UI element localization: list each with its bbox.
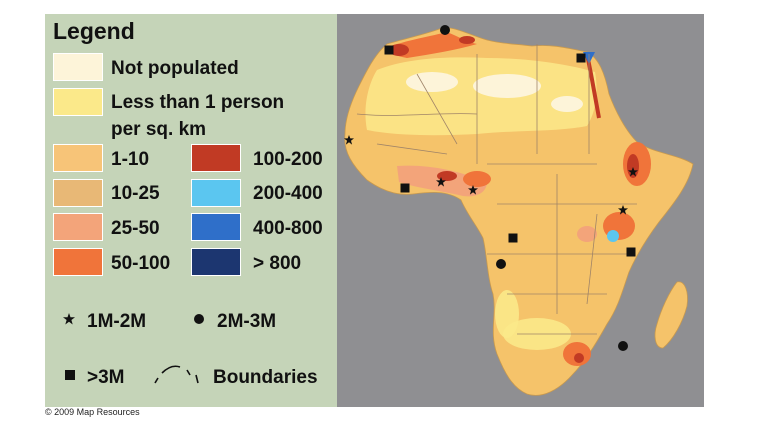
swatch-1-10 (53, 144, 103, 172)
boundary-line-icon (154, 365, 199, 384)
label-less-than-1: Less than 1 person (111, 92, 285, 113)
label-1-10: 1-10 (111, 149, 150, 170)
city-marker-circle-icon (440, 25, 450, 35)
swatch-10-25 (53, 179, 103, 207)
city-markers (344, 25, 638, 351)
africa-map (337, 14, 704, 407)
dense-area (459, 36, 475, 44)
madagascar (654, 281, 688, 349)
swatch-over-800 (191, 248, 241, 276)
label-100-200: 100-200 (253, 149, 323, 170)
swatch-100-200 (191, 144, 241, 172)
swatch-less-than-1 (53, 88, 103, 116)
swatch-200-400 (191, 179, 241, 207)
city-marker-square-icon (576, 53, 586, 63)
city-marker-star-icon (436, 177, 446, 187)
label-400-800: 400-800 (253, 218, 323, 239)
city-marker-square-icon (508, 233, 518, 243)
label-200-400: 200-400 (253, 183, 323, 204)
label-over-3m: >3M (87, 367, 125, 388)
namib-area (495, 290, 519, 338)
city-marker-star-icon (344, 135, 354, 145)
unpopulated-area (473, 74, 541, 98)
dense-area (627, 154, 639, 178)
country-boundaries (356, 44, 637, 335)
city-marker-star-icon (468, 185, 478, 195)
dense-area (607, 230, 619, 242)
label-over-800: > 800 (253, 253, 302, 274)
copyright-notice: © 2009 Map Resources (45, 407, 140, 417)
city-marker-square-icon (384, 45, 394, 55)
label-50-100: 50-100 (111, 253, 171, 274)
sahara-region (365, 57, 597, 136)
label-10-25: 10-25 (111, 183, 160, 204)
unpopulated-area (551, 96, 583, 112)
swatch-50-100 (53, 248, 103, 276)
swatch-400-800 (191, 213, 241, 241)
star-icon (63, 313, 75, 325)
city-marker-circle-icon (618, 341, 628, 351)
square-icon (65, 370, 75, 380)
label-not-populated: Not populated (111, 58, 239, 79)
population-density-map-figure: Legend Not populated Less than 1 person … (45, 14, 704, 407)
label-less-than-1-unit: per sq. km (111, 119, 207, 140)
label-25-50: 25-50 (111, 218, 160, 239)
city-marker-star-icon (618, 205, 628, 215)
label-2m-3m: 2M-3M (217, 311, 277, 332)
swatch-25-50 (53, 213, 103, 241)
circle-icon (194, 314, 204, 324)
africa-map-svg (344, 25, 694, 396)
city-marker-circle-icon (496, 259, 506, 269)
legend-title: Legend (53, 18, 135, 44)
swatch-not-populated (53, 53, 103, 81)
label-boundaries: Boundaries (213, 367, 318, 388)
legend-panel: Legend Not populated Less than 1 person … (45, 14, 337, 407)
city-marker-square-icon (400, 183, 410, 193)
dense-area (389, 44, 409, 56)
dense-area (574, 353, 584, 363)
dense-area (437, 171, 457, 181)
label-1m-2m: 1M-2M (87, 311, 147, 332)
city-marker-square-icon (626, 247, 636, 257)
city-marker-star-icon (628, 167, 638, 177)
unpopulated-area (406, 72, 458, 92)
dense-area (577, 226, 597, 242)
dense-area (463, 171, 491, 187)
